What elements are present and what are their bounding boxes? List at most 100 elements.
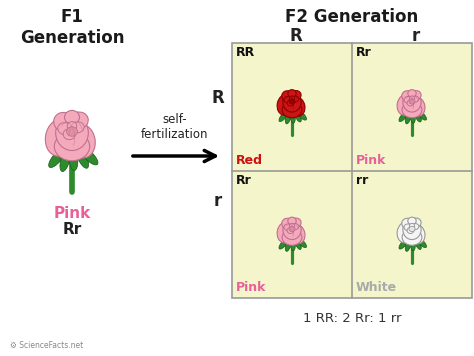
Ellipse shape (417, 110, 427, 120)
Ellipse shape (290, 110, 295, 123)
Ellipse shape (410, 96, 415, 101)
Ellipse shape (407, 227, 414, 234)
Ellipse shape (403, 92, 421, 112)
Ellipse shape (291, 96, 299, 102)
Ellipse shape (289, 99, 295, 104)
Ellipse shape (414, 237, 421, 250)
Ellipse shape (410, 237, 415, 251)
Ellipse shape (55, 132, 90, 161)
Ellipse shape (410, 218, 421, 227)
Ellipse shape (288, 217, 296, 225)
Text: 1 RR: 2 Rr: 1 rr: 1 RR: 2 Rr: 1 rr (303, 312, 401, 325)
Ellipse shape (285, 111, 291, 124)
Ellipse shape (410, 224, 415, 228)
Ellipse shape (397, 94, 413, 115)
Text: R: R (290, 27, 302, 45)
Text: Rr: Rr (236, 173, 252, 187)
Ellipse shape (404, 224, 412, 231)
Ellipse shape (76, 146, 89, 168)
Ellipse shape (402, 229, 422, 245)
Ellipse shape (407, 100, 414, 106)
Ellipse shape (296, 110, 307, 120)
Ellipse shape (402, 218, 413, 229)
Ellipse shape (291, 218, 301, 227)
Ellipse shape (404, 96, 412, 103)
Ellipse shape (284, 224, 292, 231)
Text: RR: RR (236, 46, 255, 59)
Text: R: R (211, 89, 224, 107)
Text: Pink: Pink (356, 153, 386, 167)
Ellipse shape (397, 222, 413, 243)
Ellipse shape (54, 112, 74, 131)
Text: Rr: Rr (63, 222, 82, 237)
Text: F2 Generation: F2 Generation (285, 8, 419, 26)
Ellipse shape (294, 110, 301, 122)
Ellipse shape (71, 122, 84, 133)
Text: F1
Generation: F1 Generation (20, 8, 124, 47)
Ellipse shape (80, 147, 98, 165)
Ellipse shape (414, 110, 421, 122)
Ellipse shape (69, 112, 88, 129)
Ellipse shape (411, 96, 419, 102)
Ellipse shape (283, 92, 301, 112)
Ellipse shape (411, 224, 419, 230)
Ellipse shape (405, 111, 411, 124)
Ellipse shape (279, 239, 288, 249)
Ellipse shape (402, 102, 422, 118)
Ellipse shape (66, 127, 77, 136)
Ellipse shape (409, 226, 415, 232)
Text: Rr: Rr (356, 46, 372, 59)
Ellipse shape (405, 239, 411, 251)
Ellipse shape (284, 96, 292, 103)
Ellipse shape (410, 97, 425, 116)
Ellipse shape (277, 222, 293, 243)
Ellipse shape (69, 147, 78, 171)
Ellipse shape (402, 91, 413, 101)
Ellipse shape (63, 129, 75, 140)
FancyBboxPatch shape (232, 43, 472, 298)
Ellipse shape (282, 229, 302, 245)
Ellipse shape (55, 115, 88, 151)
Ellipse shape (289, 224, 295, 228)
Ellipse shape (399, 239, 408, 249)
Ellipse shape (67, 122, 77, 130)
Ellipse shape (296, 237, 307, 248)
Ellipse shape (287, 100, 294, 106)
Ellipse shape (408, 217, 416, 225)
Ellipse shape (289, 226, 295, 232)
Ellipse shape (410, 90, 421, 100)
Ellipse shape (294, 237, 301, 250)
Ellipse shape (291, 90, 301, 100)
Ellipse shape (410, 110, 415, 123)
Text: r: r (412, 27, 420, 45)
FancyArrowPatch shape (133, 151, 215, 162)
Ellipse shape (282, 102, 302, 118)
Ellipse shape (60, 148, 71, 172)
Ellipse shape (64, 110, 80, 124)
Ellipse shape (49, 148, 65, 168)
Ellipse shape (291, 225, 305, 244)
Ellipse shape (291, 224, 299, 230)
Ellipse shape (289, 96, 295, 101)
Text: ⚙ ScienceFacts.net: ⚙ ScienceFacts.net (10, 341, 83, 350)
Ellipse shape (417, 237, 427, 248)
Ellipse shape (277, 94, 293, 115)
Ellipse shape (279, 111, 288, 122)
Ellipse shape (288, 90, 296, 97)
Ellipse shape (69, 124, 95, 158)
Ellipse shape (410, 225, 425, 244)
Text: rr: rr (356, 173, 368, 187)
Text: r: r (214, 192, 222, 210)
Ellipse shape (283, 220, 301, 240)
Text: White: White (356, 281, 397, 294)
Ellipse shape (58, 122, 73, 135)
Ellipse shape (409, 99, 415, 104)
Ellipse shape (403, 220, 421, 240)
Ellipse shape (291, 97, 305, 116)
Ellipse shape (46, 119, 74, 156)
Ellipse shape (285, 239, 291, 251)
Text: Red: Red (236, 153, 263, 167)
Ellipse shape (399, 111, 408, 122)
Ellipse shape (282, 218, 293, 229)
Ellipse shape (408, 90, 416, 97)
